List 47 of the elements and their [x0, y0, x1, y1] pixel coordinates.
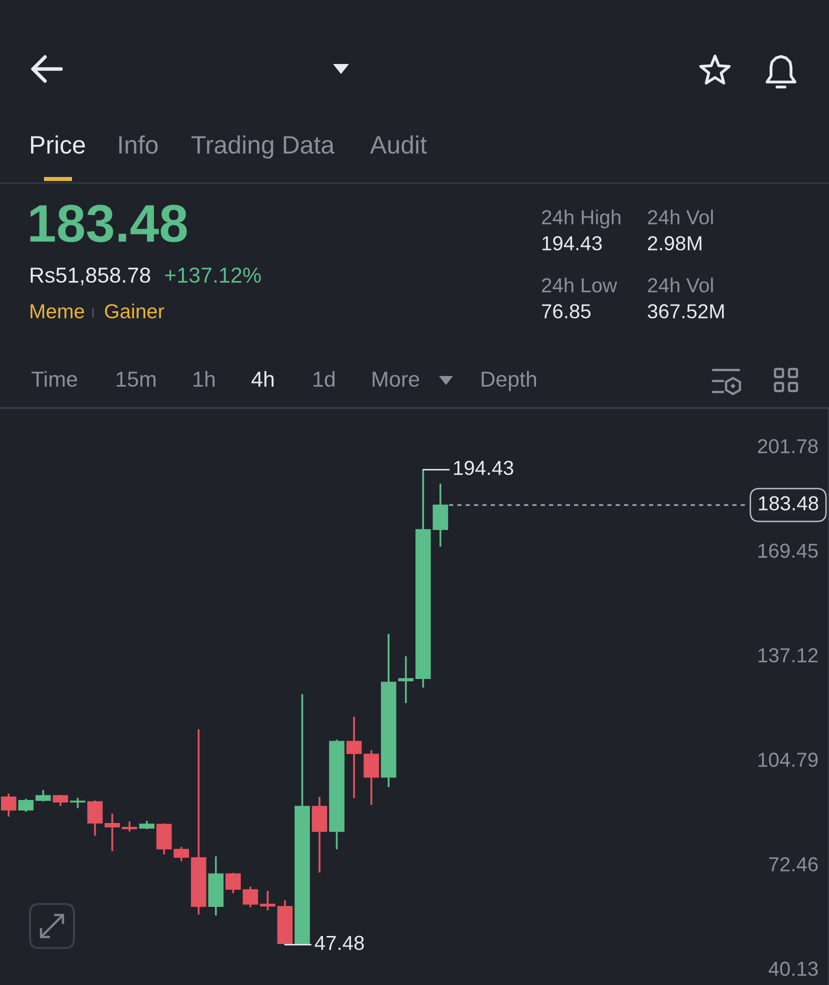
- text: 194.43: [542, 236, 602, 250]
- candlestick: [122, 820, 138, 832]
- y-tick-label: 169.45: [758, 544, 818, 558]
- text: 1d: [314, 370, 335, 387]
- text: More: [372, 372, 420, 387]
- candlestick: [174, 846, 190, 862]
- candlestick: [225, 872, 241, 894]
- candlestick: [0, 792, 16, 818]
- candlestick: [36, 789, 51, 802]
- text: Info: [119, 135, 158, 154]
- annotation: 194.43: [454, 460, 514, 476]
- text: 24h Low: [542, 278, 618, 292]
- y-tick-label: 201.78: [758, 439, 818, 454]
- text: 76.85: [542, 304, 591, 318]
- candlestick: [87, 800, 103, 837]
- y-tick-label: 72.46: [769, 857, 818, 872]
- y-tick-label: 137.12: [758, 648, 818, 662]
- text: Gainer: [105, 304, 164, 318]
- text: 24h Vol: [648, 278, 713, 292]
- candlestick: [104, 812, 120, 852]
- text: Meme: [30, 304, 84, 318]
- y-tick-label: 40.13: [768, 962, 818, 976]
- ref-line-label: 183.48: [758, 496, 818, 510]
- candlestick: [18, 798, 34, 813]
- text: Rs51,858.78: [30, 268, 150, 286]
- text: 1h: [194, 370, 215, 387]
- candlestick: [398, 655, 414, 704]
- text: 24h High: [542, 210, 620, 228]
- text: 183.48: [30, 204, 187, 242]
- text: 2.98M: [648, 236, 702, 250]
- candlestick: [70, 796, 86, 810]
- text: 24h Vol: [648, 210, 713, 224]
- text: 4h: [251, 370, 274, 387]
- text: 15m: [116, 372, 156, 387]
- text: 367.52M: [648, 304, 724, 318]
- text: Time: [31, 370, 78, 387]
- candlestick: [242, 886, 258, 908]
- candlestick: [364, 749, 379, 806]
- text: Trading Data: [192, 135, 335, 159]
- annotation: 47.48: [314, 936, 364, 950]
- y-tick-label: 104.79: [758, 752, 818, 767]
- text: Price: [31, 135, 85, 154]
- candlestick: [346, 716, 362, 800]
- text: Audit: [370, 135, 427, 154]
- text: +137.12%: [165, 268, 261, 283]
- text: Depth: [482, 370, 536, 392]
- candlestick: [260, 890, 276, 912]
